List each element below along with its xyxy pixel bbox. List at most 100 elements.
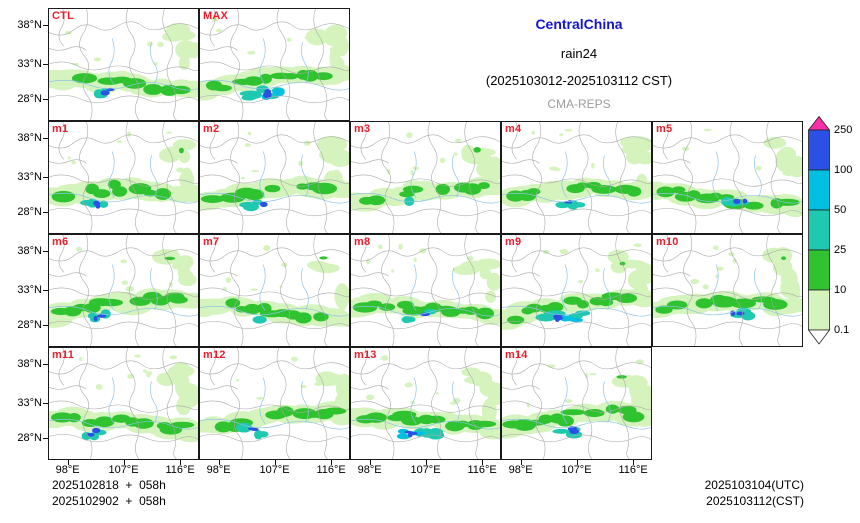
lon-tick-label: 116°E bbox=[467, 464, 497, 476]
title-variable: rain24 bbox=[560, 46, 598, 61]
panel-label: m7 bbox=[203, 236, 220, 248]
lat-tick-mark bbox=[43, 24, 48, 26]
lon-tick-mark bbox=[520, 460, 522, 465]
footer-left: 2025102818 + 058h 2025102902 + 058h bbox=[52, 477, 166, 509]
panel-label: m1 bbox=[52, 123, 69, 135]
lat-tick-mark bbox=[43, 250, 48, 252]
lon-tick-mark bbox=[180, 460, 182, 465]
lon-tick-label: 98°E bbox=[206, 464, 231, 476]
colorbar-scale bbox=[807, 115, 831, 345]
map-svg bbox=[200, 122, 349, 233]
panel-label: m11 bbox=[52, 349, 75, 361]
lon-tick-mark bbox=[633, 460, 635, 465]
footer-right: 2025103104(UTC) 2025103112(CST) bbox=[705, 477, 804, 509]
lat-tick-label: 33°N bbox=[17, 283, 42, 296]
lat-tick-mark bbox=[43, 98, 48, 100]
lat-tick-mark bbox=[43, 63, 48, 65]
lon-tick-mark bbox=[369, 460, 371, 465]
map-panel: m10 bbox=[652, 234, 803, 347]
map-svg bbox=[502, 348, 651, 459]
map-svg bbox=[49, 9, 198, 120]
lon-tick-mark bbox=[274, 460, 276, 465]
lon-tick-mark bbox=[67, 460, 69, 465]
panel-label: m3 bbox=[354, 123, 371, 135]
panel-label: m13 bbox=[354, 349, 377, 361]
lat-tick-label: 33°N bbox=[17, 57, 42, 70]
map-panel: m13 bbox=[350, 347, 501, 460]
map-panel: m14 bbox=[501, 347, 652, 460]
lat-tick-label: 33°N bbox=[17, 170, 42, 183]
lat-tick-mark bbox=[43, 289, 48, 291]
lon-tick-label: 98°E bbox=[357, 464, 382, 476]
lat-tick-label: 28°N bbox=[17, 431, 42, 444]
map-svg bbox=[49, 348, 198, 459]
lat-tick-label: 28°N bbox=[17, 318, 42, 331]
lat-tick-label: 28°N bbox=[17, 92, 42, 105]
title-model: CMA-REPS bbox=[547, 97, 611, 111]
lat-tick-label: 28°N bbox=[17, 205, 42, 218]
map-panel: m1 bbox=[48, 121, 199, 234]
map-panel: m8 bbox=[350, 234, 501, 347]
lon-tick-mark bbox=[425, 460, 427, 465]
map-panel: m7 bbox=[199, 234, 350, 347]
panel-label: m2 bbox=[203, 123, 220, 135]
lat-tick-label: 33°N bbox=[17, 396, 42, 409]
lon-tick-label: 107°E bbox=[561, 464, 592, 476]
map-panel: m12 bbox=[199, 347, 350, 460]
lon-tick-label: 107°E bbox=[259, 464, 290, 476]
colorbar-level-label: 250 bbox=[834, 124, 853, 136]
lat-tick-label: 38°N bbox=[17, 357, 42, 370]
lon-tick-label: 116°E bbox=[165, 464, 195, 476]
lat-tick-mark bbox=[43, 402, 48, 404]
colorbar bbox=[807, 115, 831, 346]
panel-label: m12 bbox=[203, 349, 226, 361]
lon-tick-label: 107°E bbox=[108, 464, 139, 476]
map-svg bbox=[200, 235, 349, 346]
lat-tick-label: 38°N bbox=[17, 244, 42, 257]
panel-label: m10 bbox=[656, 236, 679, 248]
map-svg bbox=[351, 348, 500, 459]
panel-label: m5 bbox=[656, 123, 673, 135]
map-panel: CTL bbox=[48, 8, 199, 121]
lon-tick-label: 98°E bbox=[508, 464, 533, 476]
map-panel: MAX bbox=[199, 8, 350, 121]
panel-label: m8 bbox=[354, 236, 371, 248]
map-svg bbox=[351, 122, 500, 233]
map-svg bbox=[502, 122, 651, 233]
lat-tick-mark bbox=[43, 176, 48, 178]
title-region: CentralChina bbox=[535, 16, 623, 32]
map-panel: m9 bbox=[501, 234, 652, 347]
lon-tick-mark bbox=[123, 460, 125, 465]
title-period: (2025103012-2025103112 CST) bbox=[485, 73, 673, 88]
colorbar-level-label: 10 bbox=[834, 284, 847, 296]
panel-label: m14 bbox=[505, 349, 528, 361]
lon-tick-label: 116°E bbox=[316, 464, 346, 476]
colorbar-level-label: 50 bbox=[834, 204, 847, 216]
init-line-2: 2025102902 + 058h bbox=[52, 494, 166, 508]
map-panel: m4 bbox=[501, 121, 652, 234]
lat-tick-mark bbox=[43, 363, 48, 365]
valid-cst-label: 2025103112(CST) bbox=[706, 494, 804, 508]
map-svg bbox=[653, 122, 802, 233]
colorbar-level-label: 100 bbox=[834, 164, 853, 176]
map-panel: m11 bbox=[48, 347, 199, 460]
map-svg bbox=[200, 348, 349, 459]
title-block: CentralChina rain24 (2025103012-20251031… bbox=[357, 16, 801, 111]
map-panel: m5 bbox=[652, 121, 803, 234]
map-svg bbox=[351, 235, 500, 346]
panel-label: m6 bbox=[52, 236, 69, 248]
lon-tick-mark bbox=[331, 460, 333, 465]
colorbar-level-label: 0.1 bbox=[834, 324, 850, 336]
map-svg bbox=[653, 235, 802, 346]
panel-label: m9 bbox=[505, 236, 522, 248]
lon-tick-label: 98°E bbox=[55, 464, 80, 476]
colorbar-level-label: 25 bbox=[834, 244, 847, 256]
panel-label: MAX bbox=[203, 10, 229, 22]
map-panel: m2 bbox=[199, 121, 350, 234]
map-svg bbox=[49, 122, 198, 233]
map-svg bbox=[49, 235, 198, 346]
lon-tick-mark bbox=[482, 460, 484, 465]
map-panel: m3 bbox=[350, 121, 501, 234]
lon-tick-label: 107°E bbox=[410, 464, 441, 476]
